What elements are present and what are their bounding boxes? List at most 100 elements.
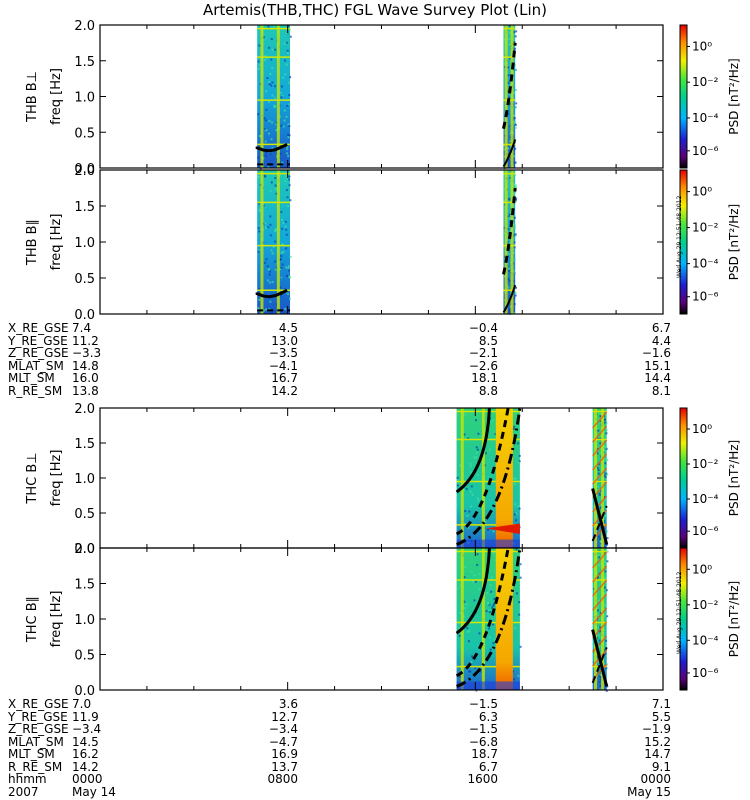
noise-pixel: [257, 156, 260, 159]
wave-streak: [592, 579, 608, 597]
noise-pixel: [262, 36, 265, 39]
noise-pixel: [274, 48, 277, 51]
noise-pixel: [280, 96, 283, 99]
orbit-value: 14.5: [72, 734, 99, 749]
noise-pixel: [515, 286, 518, 289]
noise-pixel: [513, 114, 516, 117]
orbit-label: Y_RE_GSE: [8, 333, 68, 348]
noise-pixel: [284, 225, 287, 228]
noise-pixel: [512, 269, 515, 272]
colorbar-tick-label: 10⁻⁴: [692, 111, 719, 125]
noise-pixel: [271, 48, 274, 51]
noise-pixel: [513, 120, 516, 123]
y-axis-label: freq [Hz]: [49, 68, 64, 125]
noise-pixel: [506, 284, 509, 287]
orbit-label: MLAT_SM: [8, 734, 64, 749]
noise-pixel: [279, 115, 282, 118]
orbit-label: MLAT_SM: [8, 358, 64, 373]
orbit-value: −3.4: [72, 722, 102, 736]
noise-pixel: [598, 675, 601, 678]
noise-pixel: [284, 220, 287, 223]
noise-pixel: [512, 590, 515, 593]
noise-pixel: [596, 626, 599, 629]
y-tick-label: 1.5: [74, 55, 95, 70]
noise-pixel: [488, 448, 491, 451]
noise-pixel: [513, 678, 516, 681]
noise-pixel: [275, 192, 278, 195]
noise-pixel: [488, 636, 491, 639]
noise-pixel: [269, 223, 272, 226]
noise-pixel: [485, 591, 488, 594]
noise-pixel: [470, 660, 473, 663]
noise-pixel: [267, 25, 270, 28]
noise-pixel: [270, 84, 273, 87]
proton-gyro-curve: [502, 139, 517, 168]
noise-pixel: [596, 674, 599, 677]
colorbar-tick-label: 10⁻⁴: [692, 492, 719, 506]
noise-pixel: [282, 250, 285, 253]
noise-pixel: [258, 208, 261, 211]
y-tick-label: 1.5: [74, 578, 95, 593]
colorbar-tick-label: 10⁻⁴: [692, 633, 719, 647]
resonance-feature: [485, 523, 520, 534]
y-tick-label: 1.0: [74, 613, 95, 628]
noise-pixel: [282, 76, 285, 79]
noise-pixel: [597, 472, 600, 475]
noise-pixel: [282, 221, 285, 224]
noise-pixel: [474, 666, 477, 669]
wave-streak: [592, 453, 608, 471]
noise-pixel: [513, 483, 516, 486]
noise-pixel: [280, 266, 283, 269]
noise-pixel: [515, 512, 518, 515]
noise-pixel: [285, 115, 288, 118]
noise-pixel: [288, 103, 291, 106]
orbit-labels: X_RE_GSE Y_RE_GSE Z_RE_GSE MLAT_SM MLT_SM R_R…: [8, 322, 74, 397]
noise-pixel: [596, 607, 599, 610]
noise-pixel: [271, 81, 274, 84]
noise-pixel: [257, 307, 260, 310]
noise-pixel: [514, 123, 517, 126]
noise-pixel: [472, 580, 475, 583]
noise-pixel: [508, 31, 511, 34]
orbit-value: 15.2: [644, 734, 671, 749]
wave-streak: [592, 551, 608, 569]
noise-pixel: [517, 674, 520, 677]
noise-pixel: [268, 273, 271, 276]
noise-pixel: [518, 507, 521, 510]
noise-pixel: [597, 599, 600, 602]
gyrofrequency-curve: [255, 288, 288, 299]
noise-pixel: [489, 583, 492, 586]
noise-pixel: [518, 460, 521, 463]
noise-pixel: [512, 477, 515, 480]
noise-pixel: [285, 41, 288, 44]
noise-pixel: [280, 124, 283, 127]
noise-pixel: [456, 587, 459, 590]
noise-pixel: [285, 247, 288, 250]
noise-pixel: [596, 554, 599, 557]
noise-pixel: [286, 32, 289, 35]
axes-frame: [99, 169, 664, 315]
noise-pixel: [258, 249, 261, 252]
noise-pixel: [606, 530, 609, 533]
noise-pixel: [279, 152, 282, 155]
colorbar-label: PSD [nT²/Hz]: [727, 58, 741, 134]
panel-label: THC B⊥: [25, 452, 40, 504]
noise-pixel: [463, 522, 466, 525]
noise-pixel: [286, 49, 289, 52]
noise-pixel: [599, 676, 602, 679]
orbit-value: May 15: [627, 784, 671, 799]
orbit-value: 9.1: [651, 759, 671, 774]
noise-pixel: [273, 25, 276, 28]
orbit-label: X_RE_GSE: [8, 321, 69, 335]
noise-pixel: [599, 507, 602, 510]
noise-pixel: [484, 452, 487, 455]
noise-pixel: [478, 587, 481, 590]
noise-pixel: [462, 615, 465, 618]
noise-pixel: [513, 155, 516, 158]
noise-pixel: [477, 499, 480, 502]
noise-pixel: [516, 592, 519, 595]
noise-pixel: [606, 685, 609, 688]
noise-pixel: [494, 433, 497, 436]
noise-pixel: [258, 67, 261, 70]
